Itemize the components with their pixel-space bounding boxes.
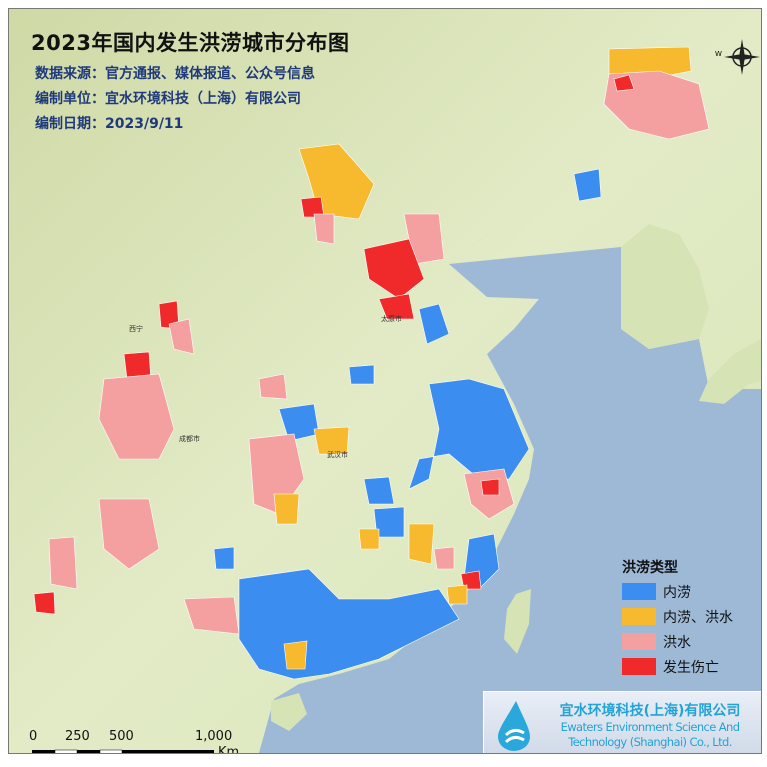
city-casualties bbox=[613, 74, 635, 92]
scale-tick-0: 0 bbox=[29, 729, 38, 744]
compass: W E bbox=[715, 37, 761, 81]
scale-bar-graphic bbox=[32, 749, 214, 753]
compile-date: 编制日期：2023/9/11 bbox=[35, 116, 184, 132]
logo-company-en-2: Technology (Shanghai) Co., Ltd. bbox=[568, 735, 732, 749]
logo-company-cn: 宜水环境科技(上海)有限公司 bbox=[559, 703, 741, 719]
city-waterlogging-flood bbox=[273, 493, 300, 525]
label-xining: 西宁 bbox=[129, 324, 143, 333]
legend: 洪涝类型 内涝 内涝、洪水 洪水 发生伤亡 bbox=[622, 557, 733, 679]
city-waterlogging bbox=[348, 364, 375, 385]
city-casualties bbox=[363, 238, 425, 300]
city-waterlogging bbox=[573, 168, 602, 202]
compiler: 编制单位：宜水环境科技（上海）有限公司 bbox=[35, 91, 301, 107]
city-waterlogging-flood bbox=[408, 523, 435, 565]
legend-item-flood: 洪水 bbox=[622, 629, 733, 654]
city-casualties bbox=[378, 293, 415, 320]
city-flood bbox=[98, 498, 160, 570]
legend-item-waterlogging-flood: 内涝、洪水 bbox=[622, 604, 733, 629]
city-waterlogging-flood bbox=[358, 528, 380, 550]
map-place-labels: 武汉市 成都市 太原市 西宁 bbox=[129, 314, 402, 459]
city-waterlogging-flood bbox=[446, 584, 468, 605]
map-title: 2023年国内发生洪涝城市分布图 bbox=[31, 31, 350, 55]
city-flood bbox=[168, 318, 195, 355]
city-waterlogging bbox=[213, 546, 235, 570]
city-waterlogging bbox=[363, 476, 395, 505]
japan bbox=[699, 339, 761, 404]
city-casualties bbox=[33, 591, 56, 615]
company-logo-panel: 宜水环境科技(上海)有限公司 Ewaters Environment Scien… bbox=[483, 691, 761, 753]
legend-title: 洪涝类型 bbox=[622, 560, 678, 576]
compass-w: W bbox=[715, 50, 722, 58]
scale-unit: Km bbox=[218, 745, 240, 754]
scale-tick-1000: 1,000 bbox=[195, 729, 233, 744]
city-waterlogging bbox=[408, 378, 530, 490]
label-wuhan: 武汉市 bbox=[327, 450, 348, 459]
data-source: 数据来源：官方通报、媒体报道、公众号信息 bbox=[35, 66, 315, 82]
city-flood bbox=[313, 213, 335, 245]
city-flood bbox=[98, 373, 175, 460]
legend-item-casualties: 发生伤亡 bbox=[622, 654, 733, 679]
korea bbox=[621, 224, 709, 349]
city-casualties bbox=[480, 478, 500, 496]
map-canvas[interactable]: 武汉市 成都市 太原市 西宁 bbox=[9, 9, 761, 753]
city-waterlogging-flood bbox=[283, 640, 308, 670]
city-flood bbox=[258, 373, 288, 400]
logo-company-en-1: Ewaters Environment Science And bbox=[560, 720, 740, 734]
city-flood bbox=[48, 536, 78, 590]
city-flood bbox=[433, 546, 455, 570]
taiwan bbox=[504, 589, 531, 654]
flood-cities bbox=[33, 46, 710, 680]
city-waterlogging-flood bbox=[313, 426, 350, 455]
hainan bbox=[271, 693, 307, 731]
label-taiyuan: 太原市 bbox=[381, 314, 402, 323]
legend-item-waterlogging: 内涝 bbox=[622, 579, 733, 604]
city-waterlogging bbox=[373, 506, 405, 538]
scale-tick-500: 500 bbox=[109, 729, 134, 744]
city-casualties bbox=[460, 570, 482, 590]
map-frame: 武汉市 成都市 太原市 西宁 2023年国内发生洪涝城市分布图 数据来源：官方通… bbox=[8, 8, 762, 754]
scale-tick-250: 250 bbox=[65, 729, 90, 744]
compass-rose-icon bbox=[724, 39, 760, 75]
water-drop-logo-icon bbox=[498, 701, 530, 751]
label-chengdu: 成都市 bbox=[179, 434, 200, 443]
city-waterlogging bbox=[418, 303, 450, 345]
